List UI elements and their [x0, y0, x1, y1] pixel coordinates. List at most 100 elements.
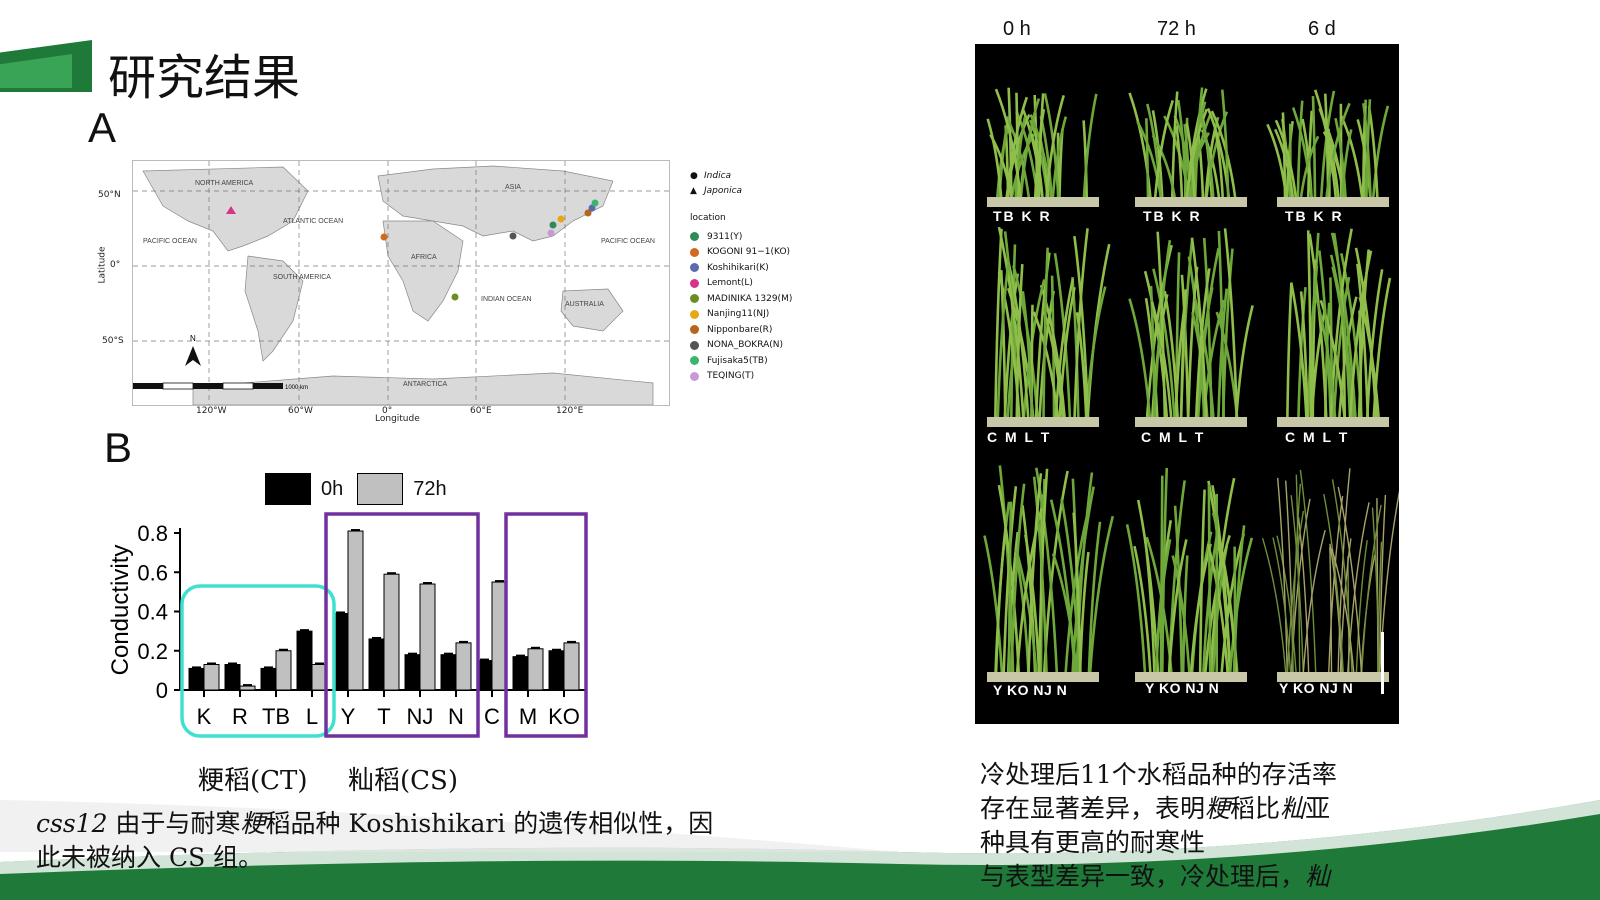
panel-b-label: B [104, 424, 133, 471]
map-label: ATLANTIC OCEAN [283, 218, 343, 225]
y-tick-label: 0.4 [137, 600, 168, 625]
africa-shape [382, 220, 464, 322]
row-label: Y KO NJ N [993, 682, 1068, 698]
rice-leaf [1082, 93, 1098, 198]
rice-leaf [1189, 114, 1212, 198]
bar-0h [260, 667, 277, 691]
rice-leaf [1286, 510, 1305, 673]
bar-0h [188, 667, 205, 691]
rice-leaf [1313, 89, 1337, 198]
rice-leaf [1198, 111, 1215, 198]
rice-leaf [1054, 278, 1075, 418]
row-label: Y KO NJ N [1145, 680, 1220, 696]
legend-dot [690, 309, 699, 319]
legend-swatch-0h [265, 473, 311, 505]
lon-tick: 0° [382, 406, 393, 416]
rice-leaf [1014, 116, 1027, 198]
rice-leaf [1235, 305, 1254, 418]
bar-0h [512, 656, 529, 691]
footer-wave [0, 800, 1600, 900]
conclusion-line4: 与表型差异一致，冷处理后，籼 [980, 860, 1440, 894]
rice-leaf [996, 264, 1010, 418]
time-label: 6 d [1308, 18, 1336, 40]
rice-leaf [1186, 266, 1199, 418]
rice-leaf [1362, 103, 1372, 198]
lat-tick: 0° [110, 260, 121, 270]
x-tick-label: R [232, 704, 248, 729]
text-span: 存在显著差异，表明 [980, 794, 1206, 823]
rice-leaf [1330, 548, 1355, 673]
bar-0h [296, 630, 313, 691]
lon-tick: 60°E [470, 406, 492, 416]
rice-leaf [1084, 286, 1107, 418]
map-label: AFRICA [411, 254, 437, 261]
rice-leaf [1045, 95, 1065, 198]
rice-leaf [1002, 486, 1018, 673]
rice-leaf [1086, 243, 1111, 418]
rice-leaf [1010, 483, 1026, 673]
rice-leaf [1365, 269, 1384, 418]
map-label: INDIAN OCEAN [481, 296, 532, 303]
rice-leaf [1313, 293, 1337, 418]
rice-leaf [1318, 250, 1332, 418]
legend-location-label: Fujisaka5(TB) [707, 355, 768, 366]
map-label: PACIFIC OCEAN [143, 238, 197, 245]
legend-dot [690, 232, 699, 242]
legend-location-item: MADINIKA 1329(M) [690, 291, 910, 307]
rice-leaf [1334, 117, 1347, 198]
legend-location-item: TEQING(T) [690, 369, 910, 385]
bar-72h [275, 650, 292, 691]
note-part2: 稻品种 Koshishikari 的遗传相似性，因 [265, 809, 714, 838]
rice-leaf [1223, 228, 1239, 418]
legend-location-label: Nanjing11(NJ) [707, 309, 770, 320]
row-label: TB K R [993, 208, 1052, 224]
x-tick-label: TB [262, 704, 290, 729]
legend-dot [690, 294, 699, 304]
rice-leaf [1372, 105, 1390, 198]
rice-leaf [997, 271, 1021, 418]
rice-leaf [1196, 247, 1220, 418]
legend-japonica: ▲ Japonica [690, 184, 910, 200]
legend-label: Indica [704, 170, 732, 181]
marker-fujisaka [591, 199, 599, 207]
rice-leaf [1082, 120, 1088, 198]
rice-leaf [1217, 288, 1228, 418]
rice-leaf [1143, 538, 1156, 673]
rice-leaf [1167, 539, 1188, 673]
north-arrow-icon: N [185, 334, 201, 366]
text-span: 籼 [1305, 862, 1331, 891]
rice-leaf [1088, 515, 1115, 673]
legend-title: location [690, 213, 726, 223]
rice-leaf [1153, 100, 1175, 198]
rice-leaf [1153, 240, 1172, 418]
rice-leaf [1071, 486, 1095, 673]
bar-72h [419, 583, 436, 691]
rice-leaf [1087, 521, 1102, 673]
rice-leaf [1032, 311, 1060, 418]
rice-leaf [1072, 512, 1082, 673]
legend-location-label: Lemont(L) [707, 278, 753, 289]
rice-leaf [1295, 474, 1301, 673]
bar-72h [563, 642, 580, 691]
text-span: 与表型差异一致，冷处理后， [980, 862, 1306, 891]
north-america-shape [142, 166, 309, 252]
marker-lemont [226, 206, 236, 214]
rice-leaf [1337, 468, 1351, 673]
time-header: 0 h 72 h 6 d [975, 0, 1399, 44]
legend-label: Japonica [704, 186, 743, 197]
plant-tray [1277, 417, 1389, 427]
rice-leaf [1159, 475, 1164, 673]
rice-leaf [1204, 535, 1231, 673]
rice-leaf [1340, 290, 1347, 418]
rice-leaf [1306, 230, 1313, 418]
rice-leaf [1146, 103, 1162, 198]
rice-leaf [1209, 477, 1236, 673]
rice-leaf [1299, 135, 1320, 198]
rice-leaf [1327, 128, 1331, 198]
legend-location-label: TEQING(T) [707, 371, 755, 382]
rice-leaf [1354, 247, 1378, 418]
rice-leaf [994, 88, 1022, 198]
conclusion-line1: 冷处理后11个水稻品种的存活率 [980, 760, 1337, 789]
rice-leaf [1286, 283, 1293, 418]
